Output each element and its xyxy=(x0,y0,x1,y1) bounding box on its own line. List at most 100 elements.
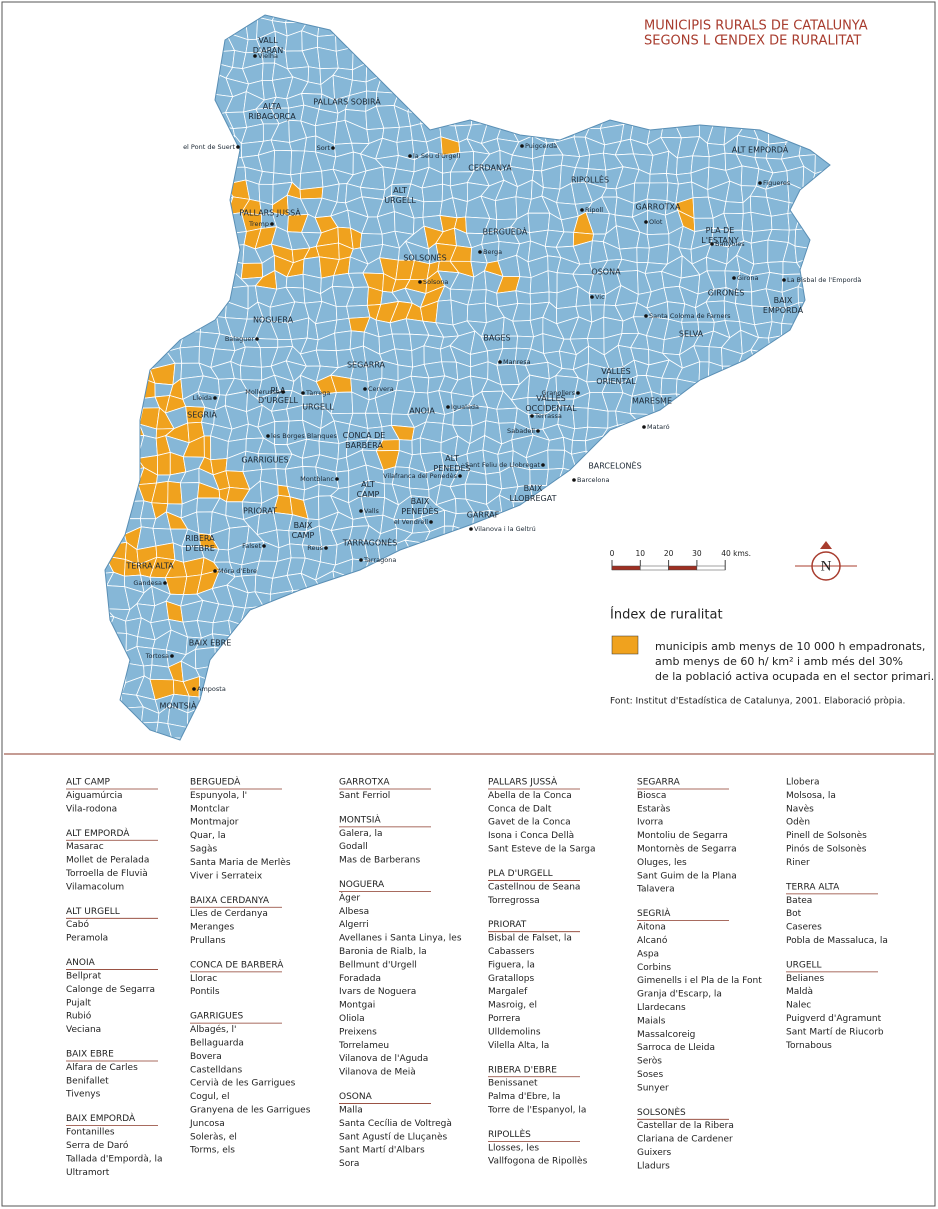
municipality xyxy=(329,711,352,729)
municipality xyxy=(691,529,712,550)
municipality xyxy=(856,225,879,250)
municipality-name: Estaràs xyxy=(637,804,671,814)
municipality-name: Santa Maria de Merlès xyxy=(190,857,291,868)
municipality xyxy=(150,241,176,261)
municipality xyxy=(142,45,155,70)
municipality xyxy=(467,709,484,729)
municipality xyxy=(801,465,821,488)
municipality xyxy=(105,615,115,633)
municipality xyxy=(139,751,155,774)
group-heading: ALT CAMP xyxy=(66,778,110,788)
municipality xyxy=(345,15,370,34)
municipality xyxy=(572,77,591,98)
city-label: Cervera xyxy=(368,385,394,393)
municipality-name: Llobera xyxy=(786,778,820,788)
city-dot xyxy=(331,146,335,150)
municipality xyxy=(524,636,546,650)
municipality xyxy=(660,377,678,396)
municipality xyxy=(723,201,744,214)
municipality-name: Cabó xyxy=(66,919,90,930)
municipality xyxy=(782,727,803,740)
municipality xyxy=(858,287,878,309)
municipality xyxy=(841,382,859,399)
municipality xyxy=(441,690,452,709)
legend-swatch xyxy=(611,635,639,655)
municipality xyxy=(649,514,665,535)
municipality xyxy=(692,514,711,532)
municipality-name: Lladurs xyxy=(637,1161,670,1171)
municipality xyxy=(105,723,114,740)
municipality xyxy=(860,722,875,743)
municipality xyxy=(126,334,139,354)
municipality xyxy=(110,501,123,520)
municipality xyxy=(831,390,847,409)
municipality xyxy=(694,110,716,124)
municipality xyxy=(798,512,819,530)
city-dot xyxy=(359,509,363,513)
municipality xyxy=(584,561,607,576)
municipality xyxy=(735,405,754,426)
municipality xyxy=(590,15,607,22)
municipality xyxy=(105,271,113,294)
group-heading: BAIX EMPORDÀ xyxy=(66,1112,136,1124)
municipality xyxy=(212,620,232,637)
municipality xyxy=(722,480,743,501)
municipality xyxy=(734,378,759,398)
group-heading: OSONA xyxy=(339,1092,373,1102)
municipality xyxy=(554,633,578,656)
municipality xyxy=(840,336,858,348)
municipality xyxy=(693,555,710,576)
municipality xyxy=(561,720,580,740)
municipality xyxy=(602,676,625,698)
municipality xyxy=(629,524,656,544)
municipality xyxy=(272,707,289,730)
municipality xyxy=(690,470,716,487)
municipality xyxy=(166,737,188,740)
municipality xyxy=(574,679,596,696)
municipality xyxy=(135,285,153,307)
region-label: TERRA ALTA xyxy=(125,562,174,571)
municipality xyxy=(330,603,351,624)
city-dot xyxy=(213,396,217,400)
municipality xyxy=(300,690,325,714)
municipality xyxy=(858,604,876,624)
region-label: TARRAGONÈS xyxy=(342,537,397,548)
municipality xyxy=(499,15,518,20)
municipality xyxy=(200,154,219,175)
municipality xyxy=(725,602,746,626)
municipality xyxy=(108,650,127,671)
region-label: GIRONÈS xyxy=(708,287,745,298)
municipality xyxy=(471,765,489,784)
municipality xyxy=(480,90,500,109)
municipality xyxy=(843,754,858,771)
city-dot xyxy=(446,405,450,409)
municipality xyxy=(706,60,731,84)
municipality-name: Seròs xyxy=(637,1056,662,1067)
municipality xyxy=(181,284,205,303)
municipality xyxy=(605,570,625,593)
municipality xyxy=(831,201,847,219)
municipality xyxy=(617,62,637,80)
municipality-name: Mollet de Peralada xyxy=(66,856,149,866)
municipality xyxy=(227,738,251,740)
municipality xyxy=(859,398,876,407)
municipality xyxy=(156,228,176,248)
municipality xyxy=(750,239,769,265)
city-dot xyxy=(236,145,240,149)
municipality xyxy=(590,15,606,41)
municipality xyxy=(693,756,711,773)
municipality xyxy=(182,173,202,190)
region-label: BERGUEDÀ xyxy=(483,226,528,237)
municipality xyxy=(859,135,875,157)
municipality xyxy=(171,772,186,790)
municipality xyxy=(452,588,474,607)
municipality xyxy=(226,15,250,26)
municipality xyxy=(585,61,608,80)
region-label: ALT PENEDÈS xyxy=(433,454,470,473)
scale-segment xyxy=(696,565,726,571)
municipality-name: Torre de l'Espanyol, la xyxy=(487,1105,586,1115)
municipality xyxy=(771,394,782,410)
municipality xyxy=(366,45,383,64)
